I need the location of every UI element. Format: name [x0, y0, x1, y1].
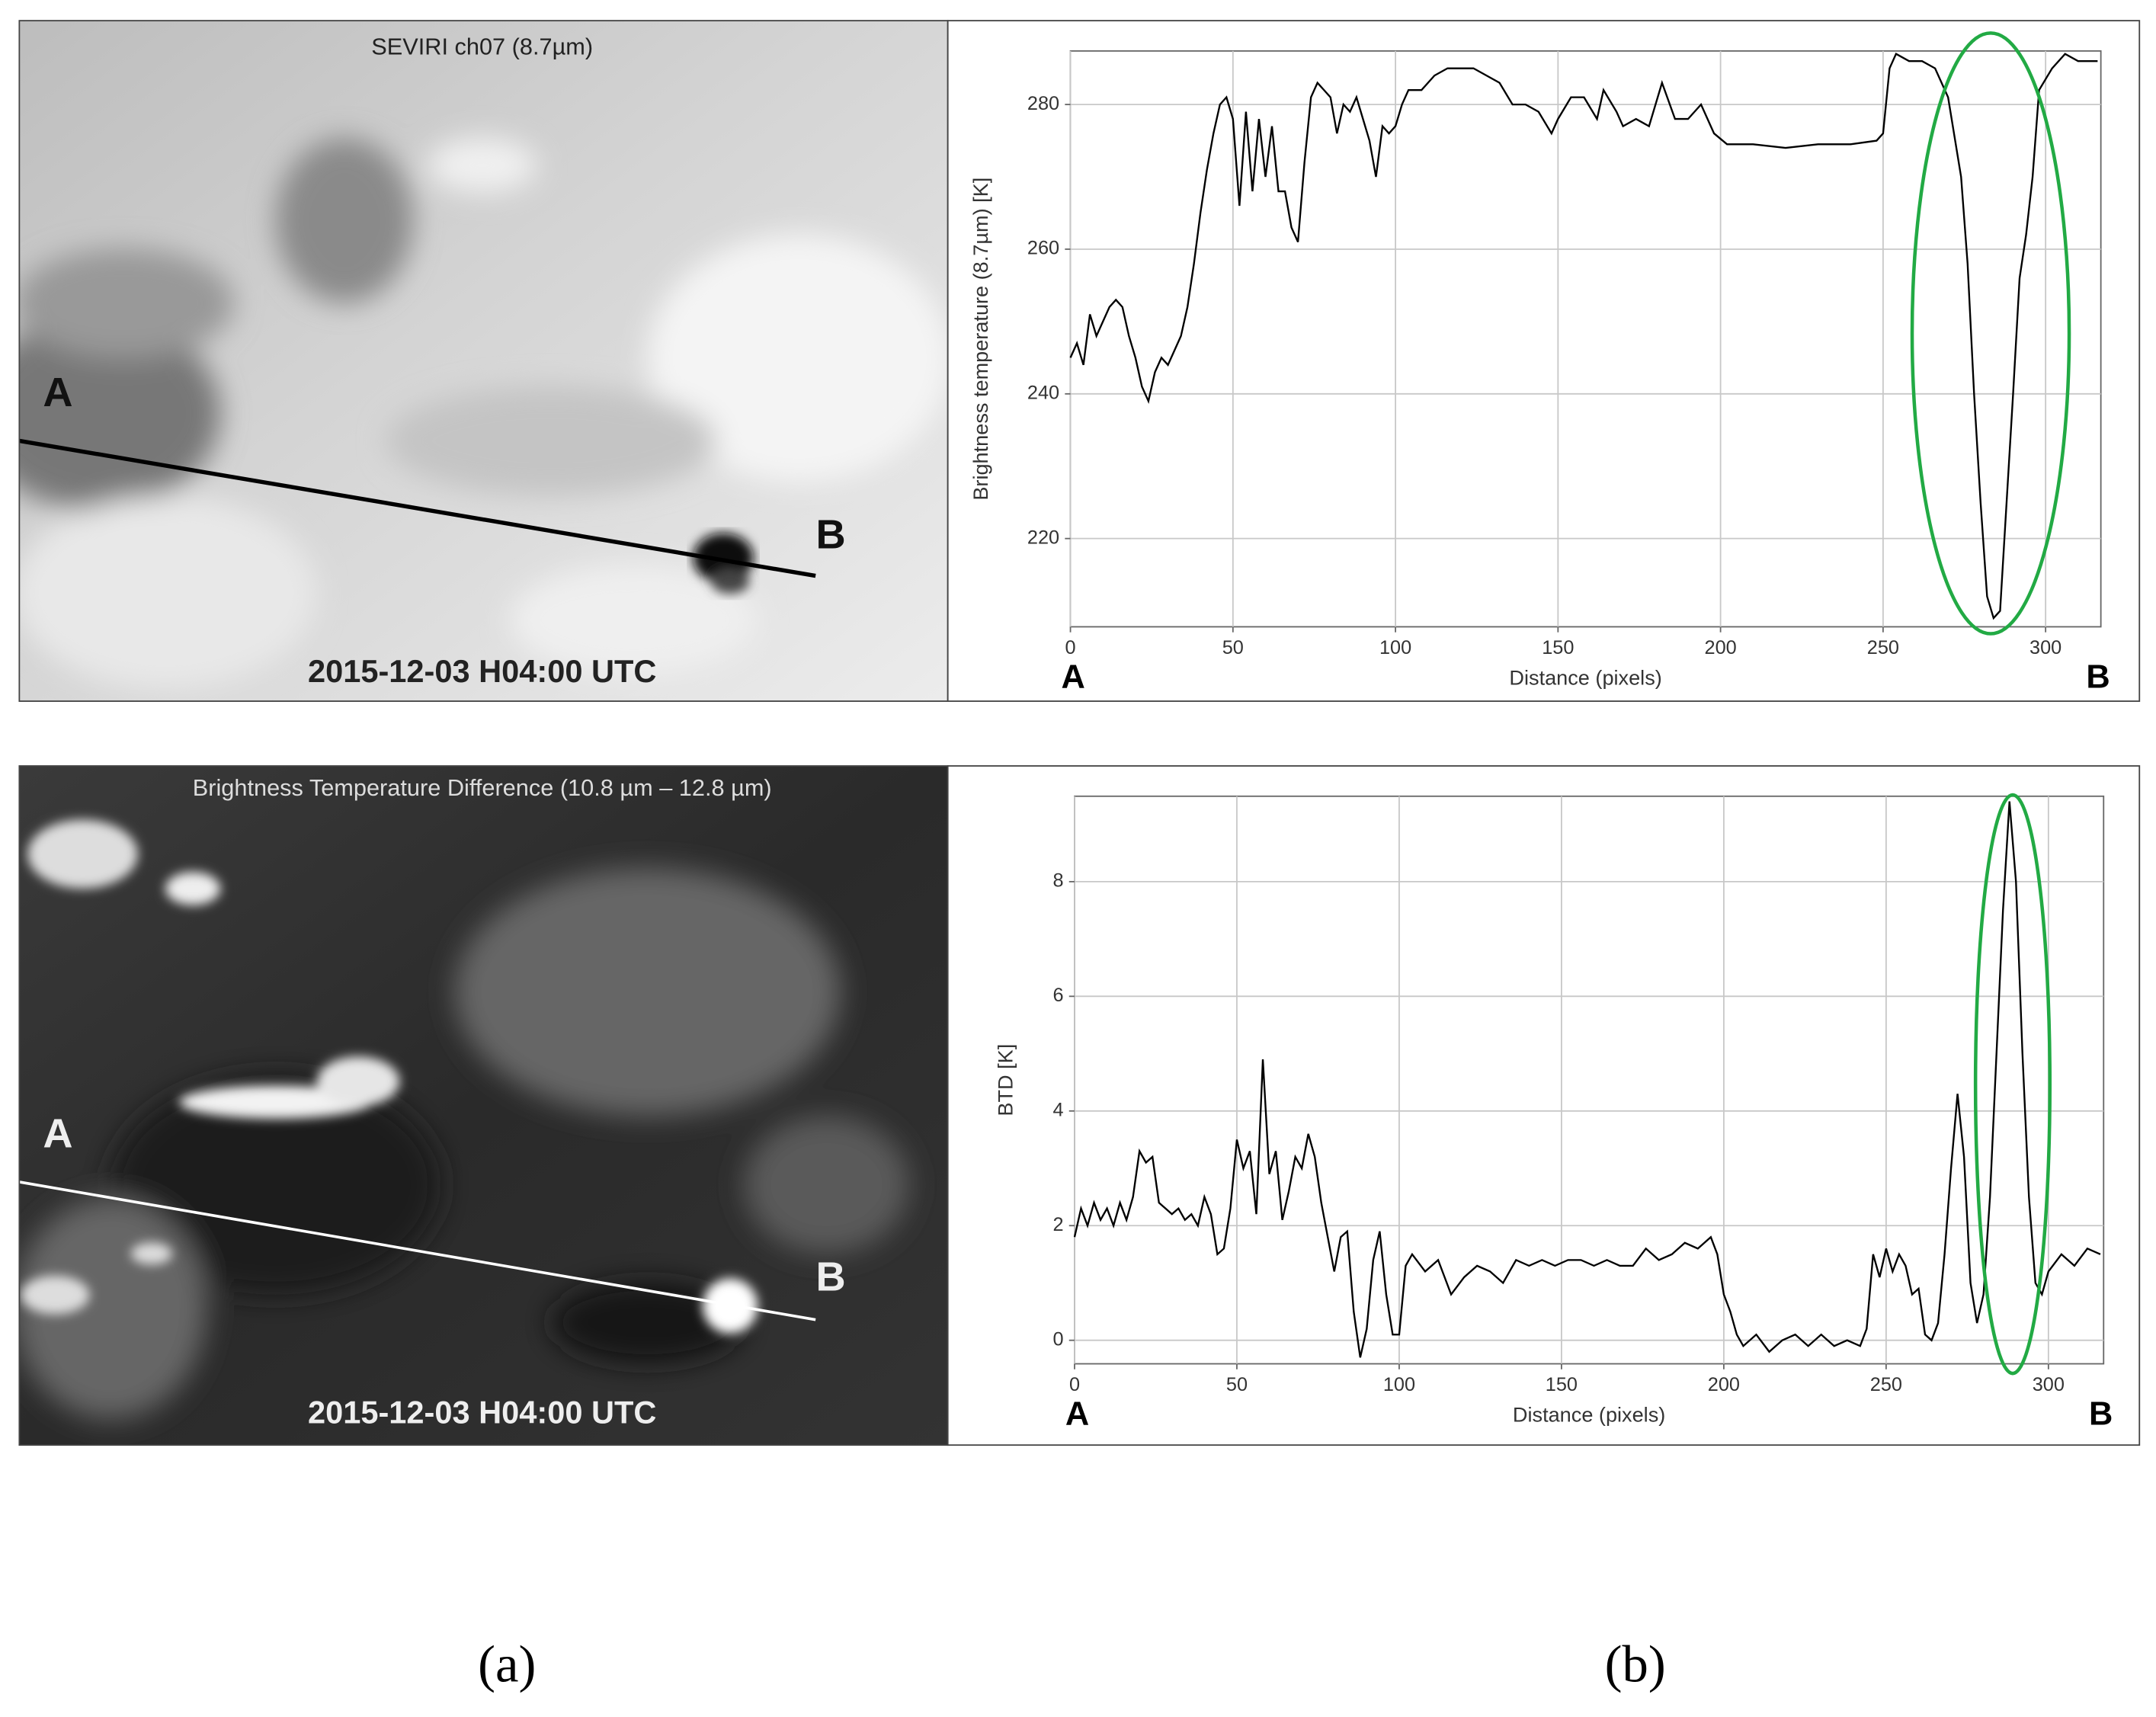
- axis-annotation: A: [1062, 659, 1085, 696]
- highlight-ellipse: [1910, 31, 2071, 636]
- x-tick-label: 150: [1542, 637, 1574, 658]
- point-label: B: [815, 511, 845, 557]
- plot-area: [1069, 50, 2102, 628]
- y-tick-label: 6: [1052, 985, 1063, 1006]
- x-tick-label: 300: [2033, 1374, 2065, 1395]
- point-label: A: [43, 1111, 72, 1157]
- y-tick-label: 2: [1052, 1214, 1063, 1235]
- x-axis-label: Distance (pixels): [1509, 665, 1661, 689]
- x-tick-label: 250: [1867, 637, 1899, 658]
- y-tick-label: 8: [1052, 870, 1063, 892]
- image-title: SEVIRI ch07 (8.7µm): [371, 33, 593, 59]
- x-tick-label: 50: [1222, 637, 1244, 658]
- point-label: B: [815, 1254, 845, 1300]
- image-title: Brightness Temperature Difference (10.8 …: [193, 774, 772, 801]
- x-tick-label: 0: [1069, 1374, 1080, 1395]
- axis-annotation: B: [2089, 1396, 2113, 1433]
- x-tick-label: 150: [1546, 1374, 1578, 1395]
- y-tick-label: 4: [1052, 1099, 1063, 1120]
- data-line: [1073, 801, 2101, 1358]
- satellite-image: [19, 21, 948, 702]
- axis-annotation: B: [2086, 659, 2110, 696]
- highlight-ellipse: [1973, 793, 2052, 1376]
- y-tick-label: 0: [1052, 1328, 1063, 1350]
- x-tick-label: 100: [1379, 637, 1411, 658]
- satellite-image: [19, 766, 948, 1446]
- panel-label: (a): [478, 1635, 536, 1693]
- y-tick-label: 240: [1027, 382, 1059, 403]
- axis-annotation: A: [1065, 1396, 1089, 1433]
- y-tick-label: 280: [1027, 93, 1059, 114]
- x-tick-label: 200: [1708, 1374, 1740, 1395]
- plot-area: [1074, 795, 2105, 1365]
- point-label: A: [43, 370, 72, 415]
- x-tick-label: 50: [1226, 1374, 1248, 1395]
- y-tick-label: 260: [1027, 238, 1059, 259]
- x-tick-label: 100: [1383, 1374, 1415, 1395]
- x-axis-label: Distance (pixels): [1513, 1402, 1665, 1426]
- y-axis-label: BTD [K]: [994, 1044, 1017, 1116]
- timestamp: 2015-12-03 H04:00 UTC: [308, 1394, 656, 1430]
- y-axis-label: Brightness temperature (8.7µm) [K]: [969, 178, 992, 501]
- panel-label: (b): [1605, 1635, 1666, 1693]
- x-tick-label: 0: [1065, 637, 1076, 658]
- x-tick-label: 250: [1870, 1374, 1902, 1395]
- timestamp: 2015-12-03 H04:00 UTC: [308, 653, 656, 689]
- data-line: [1069, 53, 2098, 620]
- x-tick-label: 200: [1705, 637, 1737, 658]
- x-tick-label: 300: [2029, 637, 2061, 658]
- y-tick-label: 220: [1027, 527, 1059, 548]
